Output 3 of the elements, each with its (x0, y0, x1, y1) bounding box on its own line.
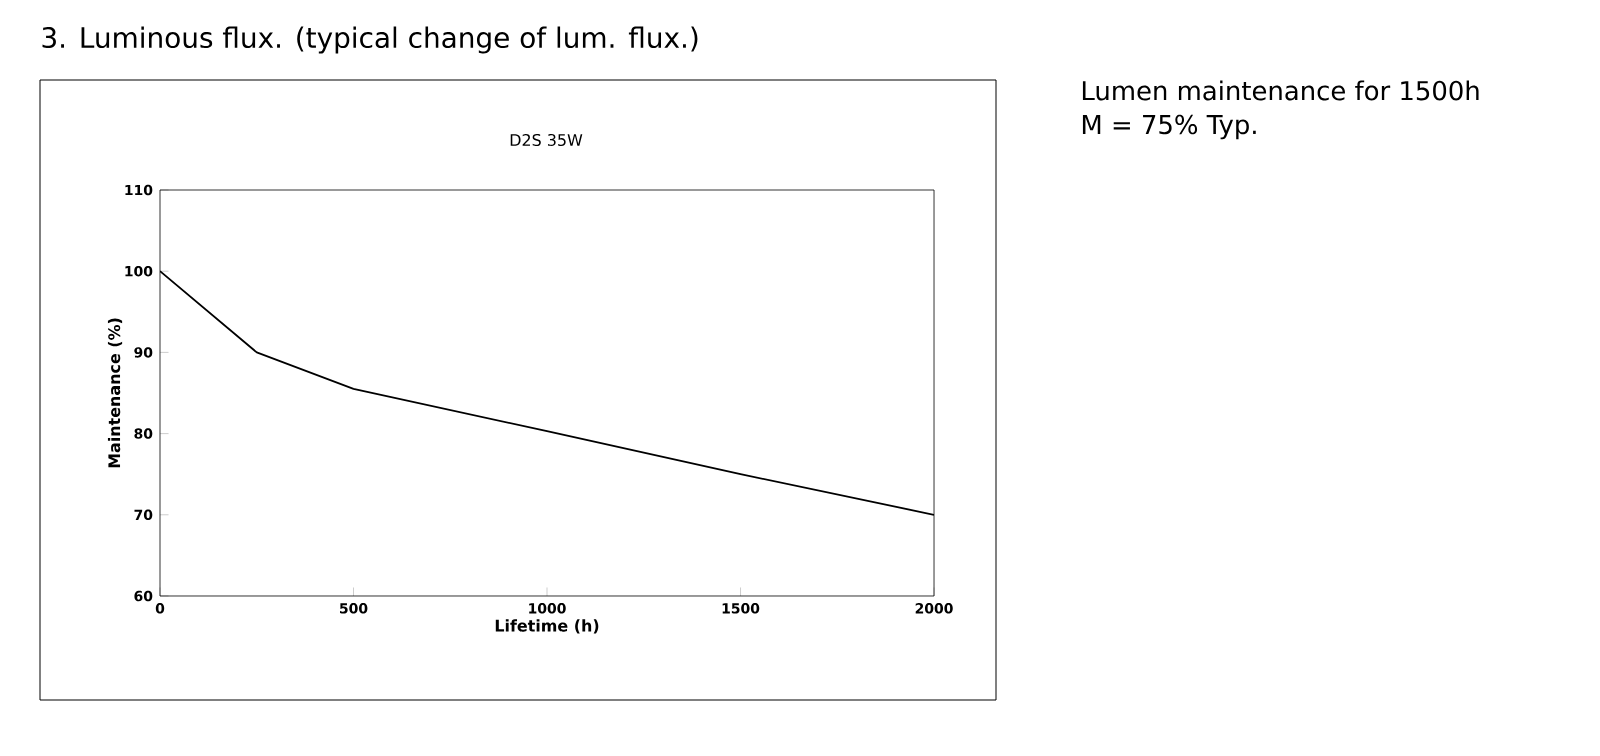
text: M = 75% Typ. (1082, 114, 1256, 140)
chart-title: 3. Luminous flux. (typical change of lum. flux.) (42, 26, 698, 54)
text: Lumen maintenance for 1500h (1082, 80, 1479, 101)
